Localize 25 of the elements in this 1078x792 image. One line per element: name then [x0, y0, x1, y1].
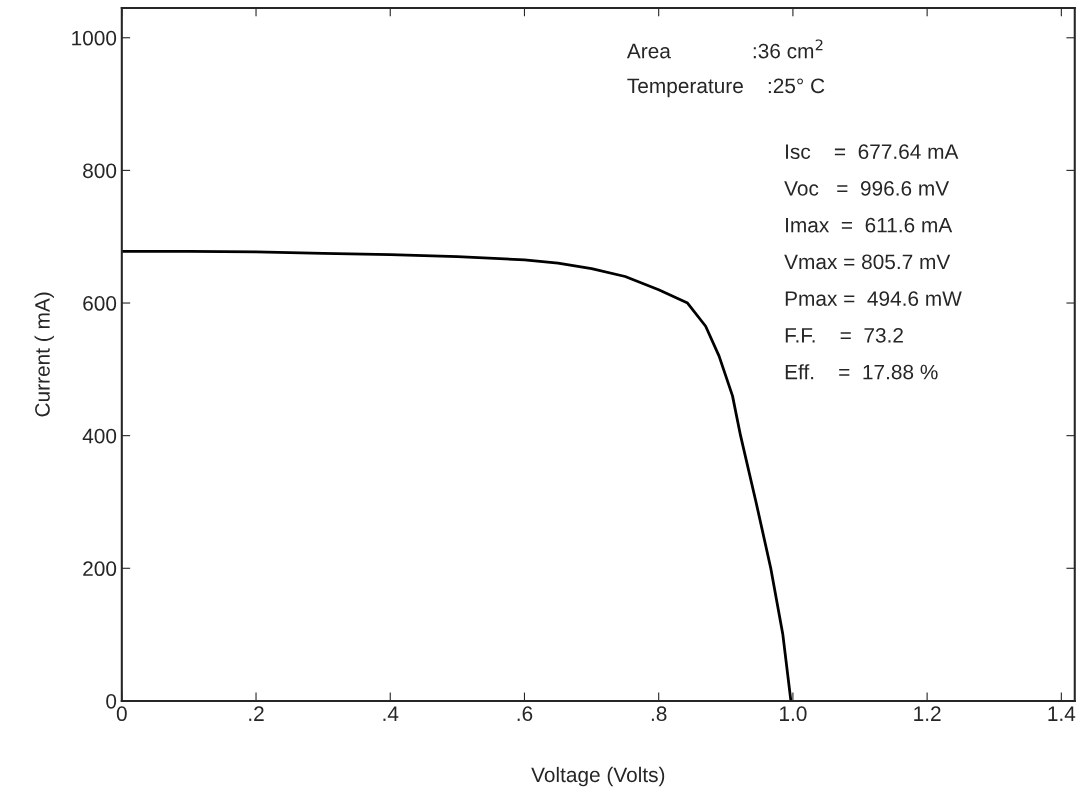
x-tick-label: .2 [249, 706, 264, 721]
annotation: Area :36 cm$^{2}$ [626, 39, 823, 59]
annotation: Isc = 677.64 mA [786, 144, 959, 160]
y-tick-label: 600 [83, 296, 117, 311]
annotation: Eff. = 17.88 % [785, 364, 938, 380]
y-tick-label: 1000 [72, 30, 117, 46]
y-tick-label: 0 [106, 693, 117, 709]
x-axis-title: Voltage (Volts) [531, 766, 665, 787]
x-tick-label: 0 [116, 706, 127, 722]
x-tick-label: 1.2 [914, 706, 941, 721]
x-tick-label: .8 [651, 706, 667, 722]
annotation: Vmax = 805.7 mV [784, 254, 951, 270]
y-tick-label: 400 [82, 428, 117, 444]
x-tick-label: 1.4 [1048, 706, 1076, 721]
annotation: Pmax = 494.6 mW [785, 291, 962, 306]
x-tick-label: 1.0 [780, 706, 807, 722]
annotation: Voc = 996.6 mV [784, 181, 950, 196]
x-tick-label: .4 [383, 706, 399, 721]
annotation: Temperature :25° C [627, 78, 825, 98]
annotation: Imax = 611.6 mA [786, 217, 953, 233]
y-tick-label: 200 [83, 561, 117, 577]
x-tick-label: .6 [517, 706, 533, 722]
annotation: F.F. = 73.2 [785, 327, 903, 343]
y-tick-label: 800 [83, 163, 117, 179]
y-axis-title: Current ( mA) [34, 292, 54, 417]
